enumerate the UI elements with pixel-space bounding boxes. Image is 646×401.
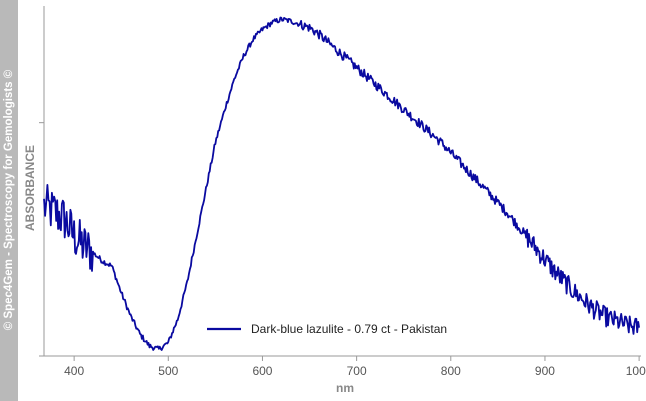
x-axis-title: nm: [336, 381, 354, 395]
x-tick-label: 1000: [626, 364, 646, 378]
copyright-banner: © Spec4Gem - Spectroscopy for Gemologist…: [0, 0, 18, 401]
chart-ticks: 400 500 600 700 800 900 1000: [39, 122, 646, 378]
legend-label: Dark-blue lazulite - 0.79 ct - Pakistan: [251, 322, 447, 336]
x-tick-label: 800: [441, 364, 461, 378]
y-axis-title: ABSORBANCE: [23, 145, 37, 231]
x-tick-label: 700: [347, 364, 367, 378]
series-layer: [43, 16, 640, 351]
x-tick-label: 600: [252, 364, 272, 378]
series-line: [43, 16, 640, 351]
x-tick-label: 400: [64, 364, 84, 378]
chart-axes: [43, 6, 641, 357]
x-tick-label: 900: [535, 364, 555, 378]
chart-legend: Dark-blue lazulite - 0.79 ct - Pakistan: [207, 322, 447, 336]
x-tick-label: 500: [158, 364, 178, 378]
